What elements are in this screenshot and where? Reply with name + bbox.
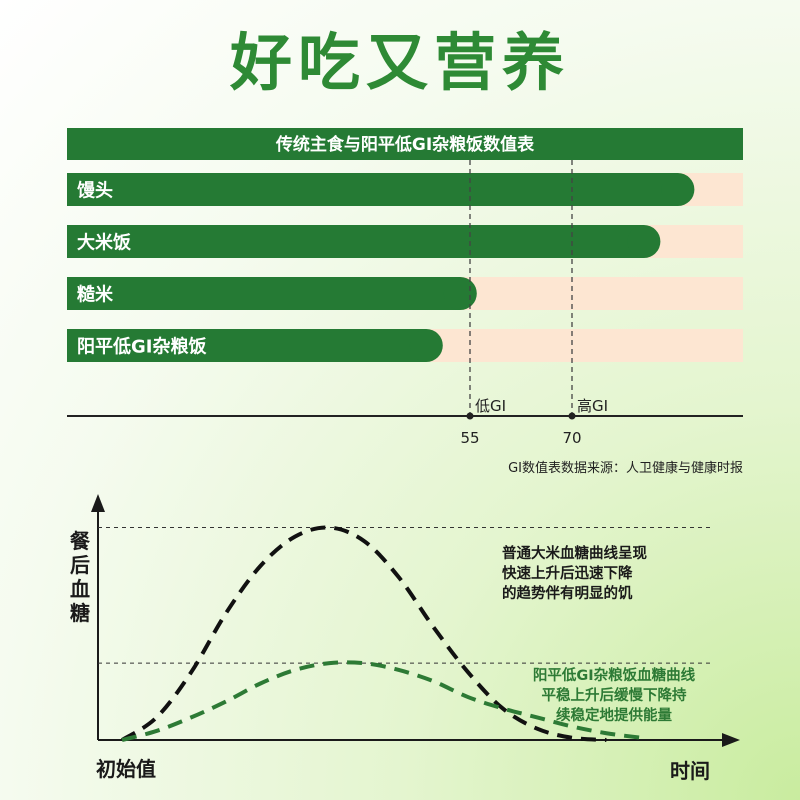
curve-annotation-line: 快速上升后迅速下降 (502, 564, 633, 582)
bar-end (443, 277, 477, 310)
bar-label: 馒头 (77, 180, 113, 202)
bar (67, 173, 678, 206)
curve-annotation-line: 普通大米血糖曲线呈现 (502, 544, 647, 562)
gi-tick-label: 70 (562, 429, 581, 447)
gi-threshold-label: 低GI (475, 397, 506, 415)
bar (67, 225, 644, 258)
curve-annotation-line: 平稳上升后缓慢下降持 (542, 686, 687, 704)
low-gi-rice-curve (121, 660, 642, 742)
bar-label: 阳平低GI杂粮饭 (77, 336, 206, 358)
curve-annotation-line: 阳平低GI杂粮饭血糖曲线 (533, 666, 696, 684)
y-axis-arrow-icon (91, 494, 105, 512)
y-axis-label-char: 糖 (70, 601, 90, 625)
white-rice-curve (120, 525, 607, 742)
bar-end (661, 173, 695, 206)
chart-title-bar (67, 128, 743, 160)
y-axis-label-char: 餐 (70, 529, 91, 553)
bar-end (627, 225, 661, 258)
y-axis-label-char: 后 (70, 553, 90, 577)
bar-label: 大米饭 (77, 232, 131, 254)
curve-annotation-line: 的趋势伴有明显的饥 (502, 584, 633, 602)
x-axis-arrow-icon (722, 733, 740, 747)
gi-threshold-dot (568, 412, 576, 420)
y-axis-label-char: 血 (70, 577, 90, 601)
curve-annotation-line: 续稳定地提供能量 (556, 706, 672, 724)
gi-threshold-label: 高GI (577, 397, 608, 415)
bar (67, 277, 461, 310)
bar-end (409, 329, 443, 362)
origin-label: 初始值 (96, 757, 156, 781)
bar (67, 329, 427, 362)
bar-label: 糙米 (77, 284, 114, 306)
gi-threshold-dot (466, 412, 474, 420)
gi-tick-label: 55 (460, 429, 479, 447)
x-axis-label: 时间 (670, 759, 710, 783)
source-note: GI数值表数据来源：人卫健康与健康时报 (508, 460, 743, 476)
chart-title: 传统主食与阳平低GI杂粮饭数值表 (275, 134, 535, 155)
page-title: 好吃又营养 (229, 26, 570, 99)
